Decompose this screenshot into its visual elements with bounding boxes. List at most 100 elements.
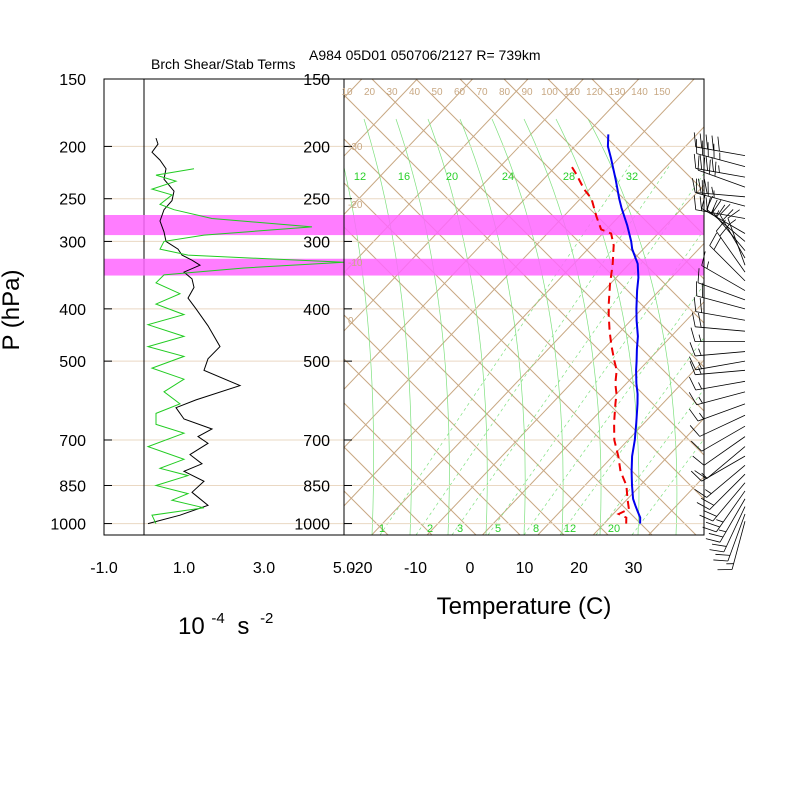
mixing-ratio-label: 2 xyxy=(427,523,433,535)
wind-barb xyxy=(689,414,746,437)
isotherm-line xyxy=(344,79,695,449)
dry-adiabat-line xyxy=(344,226,653,535)
isotherm-line xyxy=(344,79,473,216)
shear-x-tick-label: 1.0 xyxy=(173,560,195,577)
dry-adiabat-line xyxy=(0,79,212,535)
dry-adiabat-line xyxy=(591,79,704,192)
dry-adiabat-label: -20 xyxy=(348,200,363,211)
highlight-bands xyxy=(104,214,704,276)
axis-labels: Brch Shear/Stab Terms A984 05D01 050706/… xyxy=(0,47,611,640)
temperature-x-tick-label: 30 xyxy=(625,560,643,577)
pressure-tick-label: 850 xyxy=(303,478,330,495)
pressure-tick-label: 400 xyxy=(303,302,330,319)
dry-adiabat-label: 0 xyxy=(348,316,354,327)
temperature-x-tick-label: -10 xyxy=(404,560,427,577)
pressure-tick-label: 1000 xyxy=(294,517,330,534)
dry-adiabat-label: 50 xyxy=(431,87,443,98)
isotherm-line xyxy=(0,79,251,535)
mixing-ratio-label: 3 xyxy=(457,523,463,535)
isotherm-line xyxy=(371,184,704,535)
dry-adiabat-line xyxy=(344,534,345,535)
moist-adiabat-line xyxy=(555,118,640,535)
dry-adiabat-line xyxy=(371,79,704,412)
wind-barb xyxy=(689,342,746,357)
dry-adiabat-label: 30 xyxy=(386,87,398,98)
dry-adiabat-label: 10 xyxy=(341,87,353,98)
dry-adiabat-line xyxy=(0,79,256,535)
dry-adiabat-label: -10 xyxy=(348,258,363,269)
wind-barb xyxy=(705,498,746,543)
isotherm-line xyxy=(482,301,704,535)
temperature-x-tick-label: -20 xyxy=(349,560,372,577)
wind-barb xyxy=(696,139,746,167)
pressure-tick-label: 700 xyxy=(303,433,330,450)
wind-barb xyxy=(689,403,746,422)
wind-barb xyxy=(709,232,746,282)
skewt-grid xyxy=(0,79,704,535)
moist-adiabat-line xyxy=(459,118,526,535)
shear-x-tick-label: 3.0 xyxy=(253,560,275,577)
skewt-panel-frame xyxy=(343,78,705,536)
wind-barb xyxy=(702,490,746,533)
dry-adiabat-line xyxy=(344,182,697,535)
mixing-ratio-label: 20 xyxy=(608,523,620,535)
dry-adiabat-label: 80 xyxy=(499,87,511,98)
pressure-tick-label: 300 xyxy=(59,234,86,251)
dry-adiabat-label: 110 xyxy=(564,87,580,98)
temperature-x-tick-label: 20 xyxy=(570,560,588,577)
wind-barb xyxy=(689,356,746,371)
mixing-ratio-label: 24 xyxy=(502,171,514,183)
pressure-tick-label: 250 xyxy=(303,192,330,209)
wind-barb xyxy=(692,178,746,198)
mixing-ratio-label: 16 xyxy=(398,171,410,183)
wind-barb xyxy=(699,482,746,522)
wind-barb xyxy=(696,281,746,310)
dry-adiabat-label: 120 xyxy=(586,87,603,98)
dry-adiabat-line xyxy=(503,79,704,280)
wind-barb xyxy=(690,327,745,342)
moist-adiabat-line xyxy=(523,118,602,535)
wind-barb xyxy=(696,473,746,510)
shear-x-tick-label: -1.0 xyxy=(90,560,118,577)
wind-barb xyxy=(690,455,746,482)
shear-term-line xyxy=(147,137,242,525)
wind-barb xyxy=(689,376,746,391)
mixing-ratio-label: 12 xyxy=(354,171,366,183)
wind-barbs xyxy=(688,132,746,571)
mixing-ratio-label: 28 xyxy=(563,171,575,183)
tick-labels: 10 20 30 40 50 60 70 80 90 100 110 120 130 140 150-30-… xyxy=(50,72,670,577)
wind-barb xyxy=(688,391,746,406)
pressure-tick-label: 150 xyxy=(303,72,330,89)
dry-adiabat-label: 150 xyxy=(654,87,671,98)
dry-adiabat-line xyxy=(0,79,300,535)
mixing-ratio-line xyxy=(559,337,704,535)
isotherm-line xyxy=(592,417,704,535)
temperature-axis-label: Temperature (C) xyxy=(437,593,612,620)
units-exp: -4 xyxy=(211,610,224,627)
wind-barb xyxy=(694,446,746,480)
dry-adiabat-line xyxy=(344,270,609,535)
units-base: 10 xyxy=(178,613,205,640)
isotherm-line xyxy=(537,359,704,535)
pressure-tick-label: 300 xyxy=(303,234,330,251)
dry-adiabat-label: 60 xyxy=(454,87,466,98)
mixing-ratio-label: 20 xyxy=(446,171,458,183)
wind-barb xyxy=(694,465,746,498)
wind-barb xyxy=(701,251,746,291)
wind-barb xyxy=(715,219,746,273)
wind-barb xyxy=(693,132,746,156)
wind-barb xyxy=(709,506,746,553)
pressure-tick-label: 400 xyxy=(59,302,86,319)
moist-adiabat-line xyxy=(491,118,564,535)
dry-adiabat-label: 20 xyxy=(364,87,376,98)
temperature-profile-line xyxy=(606,134,642,524)
wind-barb xyxy=(690,425,746,452)
pressure-axis-label: P (hPa) xyxy=(0,270,25,351)
dry-adiabat-line xyxy=(459,79,704,324)
wind-barb xyxy=(697,155,746,188)
pressure-tick-label: 150 xyxy=(59,72,86,89)
wind-barb xyxy=(712,200,746,251)
dry-adiabat-label: 40 xyxy=(409,87,421,98)
highlight-band xyxy=(104,214,704,236)
